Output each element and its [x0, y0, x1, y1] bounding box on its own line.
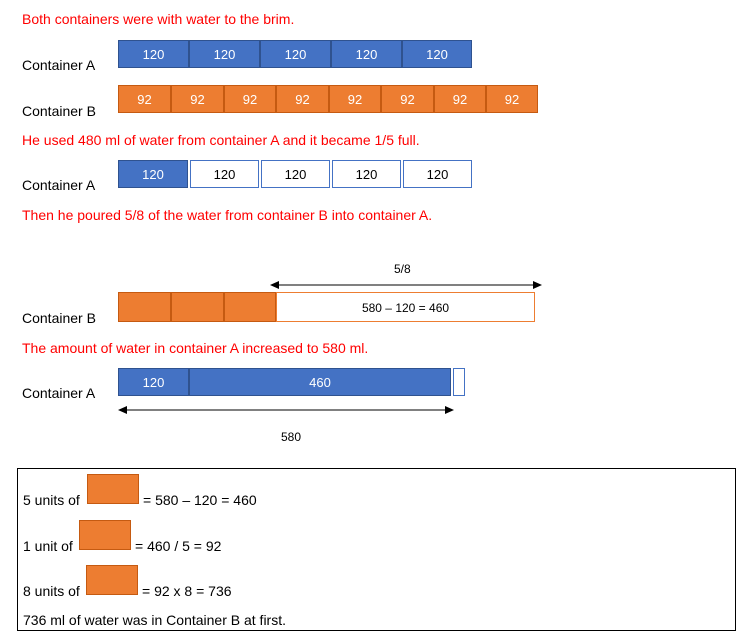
bar-a-unit-empty: 120	[403, 160, 472, 188]
step-4-text: The amount of water in container A incre…	[22, 340, 369, 356]
container-a-label: Container A	[22, 385, 96, 401]
total-span-arrow	[118, 406, 454, 414]
bar-b-unit: 92	[171, 85, 224, 113]
container-a-label: Container A	[22, 177, 96, 193]
bar-a-unit: 120	[402, 40, 472, 68]
bar-b-poured-segment: 580 – 120 = 460	[276, 292, 535, 322]
orange-unit-icon	[79, 520, 131, 550]
container-a-full-bar: 120 120 120 120 120	[118, 40, 472, 68]
bar-a-unit: 120	[118, 160, 188, 188]
container-b-full-bar: 92 92 92 92 92 92 92 92	[118, 85, 538, 113]
container-a-label: Container A	[22, 57, 96, 73]
summary-line-3-prefix: 8 units of	[23, 583, 80, 599]
bar-b-unit: 92	[486, 85, 538, 113]
bar-b-remaining-unit	[171, 292, 224, 322]
summary-line-1-equation: = 580 – 120 = 460	[143, 492, 257, 508]
container-a-after-bar: 120 120 120 120 120	[118, 160, 472, 188]
orange-unit-icon	[86, 565, 138, 595]
step-2-text: He used 480 ml of water from container A…	[22, 132, 420, 148]
bar-a-unit-empty: 120	[190, 160, 259, 188]
bar-a-remaining-space	[453, 368, 465, 396]
bar-a-initial-segment: 120	[118, 368, 189, 396]
bar-a-added-segment: 460	[189, 368, 451, 396]
bar-b-unit: 92	[276, 85, 329, 113]
solution-summary-box: 5 units of = 580 – 120 = 460 1 unit of =…	[17, 468, 736, 631]
bar-b-unit: 92	[329, 85, 381, 113]
container-b-label: Container B	[22, 310, 96, 326]
summary-line-1-prefix: 5 units of	[23, 492, 80, 508]
orange-unit-icon	[87, 474, 139, 504]
step-3-text: Then he poured 5/8 of the water from con…	[22, 207, 433, 223]
bar-a-unit: 120	[189, 40, 260, 68]
fraction-label: 5/8	[394, 262, 411, 276]
bar-b-remaining-unit	[118, 292, 171, 322]
bar-a-unit: 120	[331, 40, 402, 68]
bar-a-unit-empty: 120	[332, 160, 401, 188]
summary-line-3-equation: = 92 x 8 = 736	[142, 583, 232, 599]
summary-conclusion: 736 ml of water was in Container B at fi…	[23, 612, 286, 628]
bar-b-unit: 92	[118, 85, 171, 113]
summary-line-2-equation: = 460 / 5 = 92	[135, 538, 222, 554]
container-b-label: Container B	[22, 103, 96, 119]
summary-line-2-prefix: 1 unit of	[23, 538, 73, 554]
bar-b-unit: 92	[434, 85, 486, 113]
container-a-final-bar: 120 460	[118, 368, 465, 396]
step-1-text: Both containers were with water to the b…	[22, 11, 295, 27]
poured-span-arrow	[270, 281, 542, 289]
bar-b-unit: 92	[224, 85, 276, 113]
total-label: 580	[281, 430, 302, 444]
bar-b-remaining-unit	[224, 292, 276, 322]
container-b-after-bar: 580 – 120 = 460	[118, 292, 535, 322]
bar-b-unit: 92	[381, 85, 434, 113]
bar-a-unit: 120	[118, 40, 189, 68]
bar-a-unit-empty: 120	[261, 160, 330, 188]
bar-a-unit: 120	[260, 40, 331, 68]
